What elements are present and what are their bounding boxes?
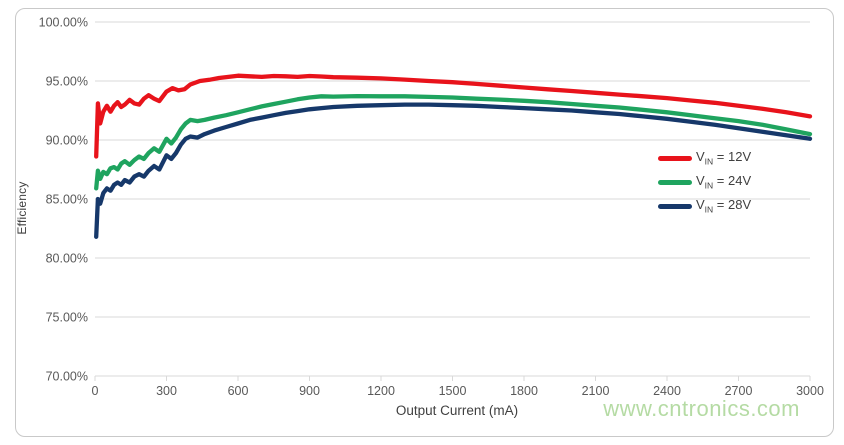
series-line-VIN12V <box>94 73 813 159</box>
chart-legend: VIN = 12V VIN = 24V VIN = 28V <box>658 146 751 218</box>
x-axis-title: Output Current (mA) <box>395 403 519 418</box>
legend-label-24v: VIN = 24V <box>696 173 752 191</box>
y-tick-label-85: 85.00% <box>46 193 88 207</box>
legend-swatch-24v <box>658 179 692 185</box>
x-tick-label-2400: 2400 <box>653 384 681 398</box>
x-tick-label-1800: 1800 <box>510 384 538 398</box>
y-tick-label-95: 95.00% <box>46 75 88 89</box>
x-tick-label-600: 600 <box>228 384 249 398</box>
x-tick-label-300: 300 <box>156 384 177 398</box>
x-tick-label-900: 900 <box>299 384 320 398</box>
x-tick-label-0: 0 <box>92 384 99 398</box>
legend-swatch-28v <box>658 203 692 209</box>
x-tick-label-3000: 3000 <box>796 384 824 398</box>
legend-item-12v: VIN = 12V <box>658 146 751 170</box>
x-tick-label-2100: 2100 <box>582 384 610 398</box>
legend-swatch-12v <box>658 155 692 161</box>
watermark-text: www.cntronics.com <box>603 396 800 421</box>
y-tick-label-75: 75.00% <box>46 311 88 325</box>
legend-item-28v: VIN = 28V <box>658 194 751 218</box>
x-tick-label-2700: 2700 <box>725 384 753 398</box>
y-axis-title: Efficiency <box>15 181 29 235</box>
x-tick-label-1200: 1200 <box>367 384 395 398</box>
x-tick-label-1500: 1500 <box>439 384 467 398</box>
legend-label-28v: VIN = 28V <box>696 197 752 215</box>
series-line-VIN24V <box>94 93 813 191</box>
legend-label-12v: VIN = 12V <box>696 149 752 167</box>
legend-item-24v: VIN = 24V <box>658 170 751 194</box>
y-tick-label-100: 100.00% <box>39 16 88 30</box>
y-tick-label-70: 70.00% <box>46 370 88 384</box>
y-tick-label-90: 90.00% <box>46 134 88 148</box>
series-line-VIN28V <box>94 102 813 239</box>
y-tick-label-80: 80.00% <box>46 252 88 266</box>
